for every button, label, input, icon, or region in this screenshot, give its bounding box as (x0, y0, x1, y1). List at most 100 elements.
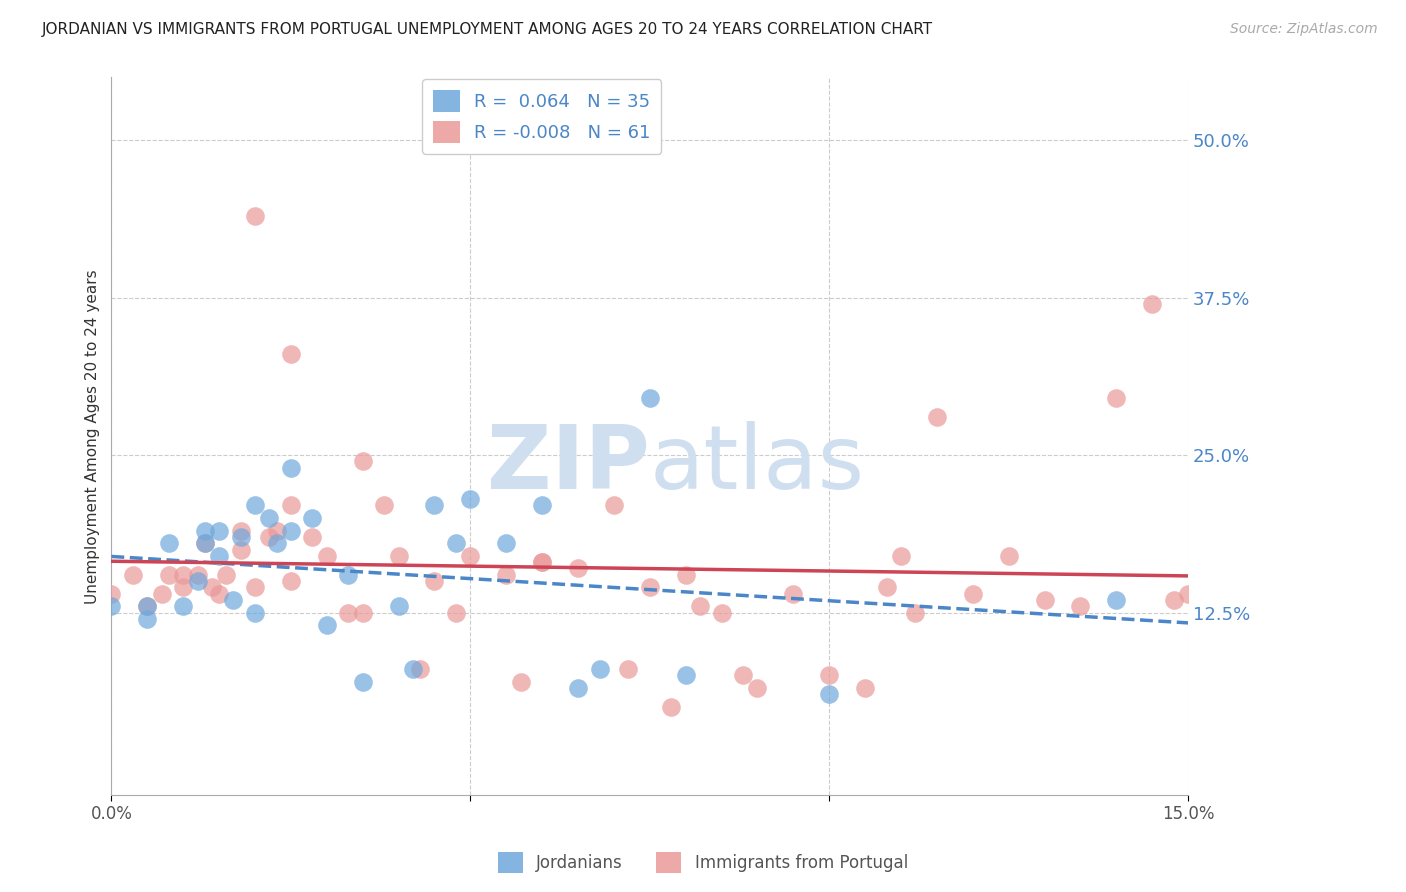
Y-axis label: Unemployment Among Ages 20 to 24 years: Unemployment Among Ages 20 to 24 years (86, 269, 100, 604)
Legend: Jordanians, Immigrants from Portugal: Jordanians, Immigrants from Portugal (491, 846, 915, 880)
Point (337, 606, 360, 620)
Point (373, 499, 395, 513)
Point (387, 599, 409, 614)
Point (617, 662, 640, 676)
Point (172, 580, 194, 594)
Point (259, 511, 281, 525)
Point (280, 574, 302, 588)
Point (509, 674, 531, 689)
Point (215, 567, 238, 582)
Point (904, 606, 927, 620)
Point (818, 668, 841, 682)
Point (1033, 593, 1056, 607)
Point (997, 549, 1019, 563)
Point (387, 549, 409, 563)
Point (136, 599, 159, 614)
Point (229, 530, 252, 544)
Point (603, 499, 626, 513)
Point (222, 593, 245, 607)
Point (402, 662, 425, 676)
Point (172, 599, 194, 614)
Point (100, 599, 122, 614)
Point (567, 681, 589, 695)
Point (229, 524, 252, 538)
Point (495, 536, 517, 550)
Point (194, 524, 217, 538)
Point (423, 499, 446, 513)
Point (444, 606, 467, 620)
Point (890, 549, 912, 563)
Point (243, 606, 266, 620)
Point (818, 687, 841, 701)
Point (301, 511, 323, 525)
Point (659, 700, 682, 714)
Point (208, 524, 231, 538)
Point (122, 567, 145, 582)
Point (280, 347, 302, 361)
Text: JORDANIAN VS IMMIGRANTS FROM PORTUGAL UNEMPLOYMENT AMONG AGES 20 TO 24 YEARS COR: JORDANIAN VS IMMIGRANTS FROM PORTUGAL UN… (42, 22, 934, 37)
Text: ZIP: ZIP (486, 421, 650, 508)
Point (243, 499, 266, 513)
Point (531, 499, 554, 513)
Point (187, 574, 209, 588)
Point (409, 662, 432, 676)
Text: atlas: atlas (650, 421, 865, 508)
Point (229, 542, 252, 557)
Point (853, 681, 876, 695)
Point (172, 567, 194, 582)
Point (280, 524, 302, 538)
Point (460, 549, 482, 563)
Point (962, 586, 984, 600)
Point (423, 574, 446, 588)
Point (280, 499, 302, 513)
Point (444, 536, 467, 550)
Point (638, 392, 661, 406)
Point (243, 580, 266, 594)
Point (352, 674, 374, 689)
Point (876, 580, 898, 594)
Point (733, 668, 755, 682)
Point (259, 530, 281, 544)
Point (352, 454, 374, 468)
Point (495, 567, 517, 582)
Point (531, 555, 554, 569)
Point (100, 586, 122, 600)
Point (925, 410, 948, 425)
Point (782, 586, 804, 600)
Point (315, 618, 337, 632)
Point (301, 530, 323, 544)
Point (157, 536, 180, 550)
Text: Source: ZipAtlas.com: Source: ZipAtlas.com (1230, 22, 1378, 37)
Point (710, 606, 733, 620)
Point (187, 567, 209, 582)
Legend: R =  0.064   N = 35, R = -0.008   N = 61: R = 0.064 N = 35, R = -0.008 N = 61 (422, 79, 661, 154)
Point (266, 536, 288, 550)
Point (208, 549, 231, 563)
Point (567, 561, 589, 575)
Point (194, 536, 217, 550)
Point (747, 681, 769, 695)
Point (243, 209, 266, 223)
Point (675, 567, 697, 582)
Point (1105, 392, 1128, 406)
Point (337, 567, 360, 582)
Point (194, 536, 217, 550)
Point (280, 460, 302, 475)
Point (1069, 599, 1091, 614)
Point (136, 599, 159, 614)
Point (675, 668, 697, 682)
Point (208, 586, 231, 600)
Point (1142, 297, 1164, 311)
Point (315, 549, 337, 563)
Point (1105, 593, 1128, 607)
Point (689, 599, 711, 614)
Point (266, 524, 288, 538)
Point (352, 606, 374, 620)
Point (201, 580, 224, 594)
Point (136, 612, 159, 626)
Point (460, 492, 482, 507)
Point (1177, 586, 1199, 600)
Point (157, 567, 180, 582)
Point (150, 586, 173, 600)
Point (638, 580, 661, 594)
